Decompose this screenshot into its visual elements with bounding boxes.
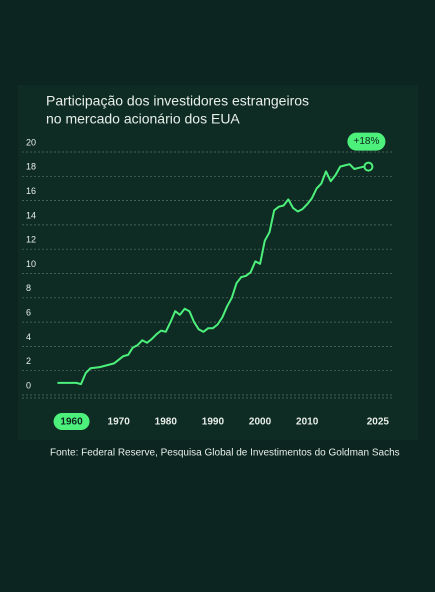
line [57, 163, 369, 386]
annotation-pill [347, 132, 386, 151]
y-tick-label: 6 [26, 307, 31, 317]
x-tick-label: 2025 [367, 417, 390, 428]
y-tick-label: 10 [26, 259, 36, 269]
y-tick-label: 0 [26, 380, 31, 390]
source: Fonte: Federal Reserve, Pesquisa Global … [50, 448, 400, 459]
chart-title: Participação dos investidores estrangeir… [46, 93, 309, 109]
y-tick-label: 16 [26, 186, 36, 196]
x-tick-label: 2010 [296, 417, 319, 428]
x-tick-pill [53, 413, 90, 430]
y-tick-label: 12 [26, 235, 36, 245]
x-tick-label: 1970 [108, 417, 131, 428]
y-tick-label: 4 [26, 332, 31, 342]
y-tick-label: 20 [26, 137, 36, 147]
x-tick-label: 1960 [60, 417, 83, 428]
y-tick-label: 18 [26, 162, 36, 172]
y-tick-label: 2 [26, 356, 31, 366]
x-tick-label: 2000 [249, 417, 272, 428]
y-tick-label: 14 [26, 210, 36, 220]
annotation: +18% [354, 136, 380, 147]
x-tick-label: 1980 [155, 417, 178, 428]
x-tick-label: 1990 [202, 417, 225, 428]
chart-title: no mercado acionário dos EUA [46, 111, 240, 127]
end-marker [363, 161, 374, 172]
y-tick-label: 8 [26, 283, 31, 293]
